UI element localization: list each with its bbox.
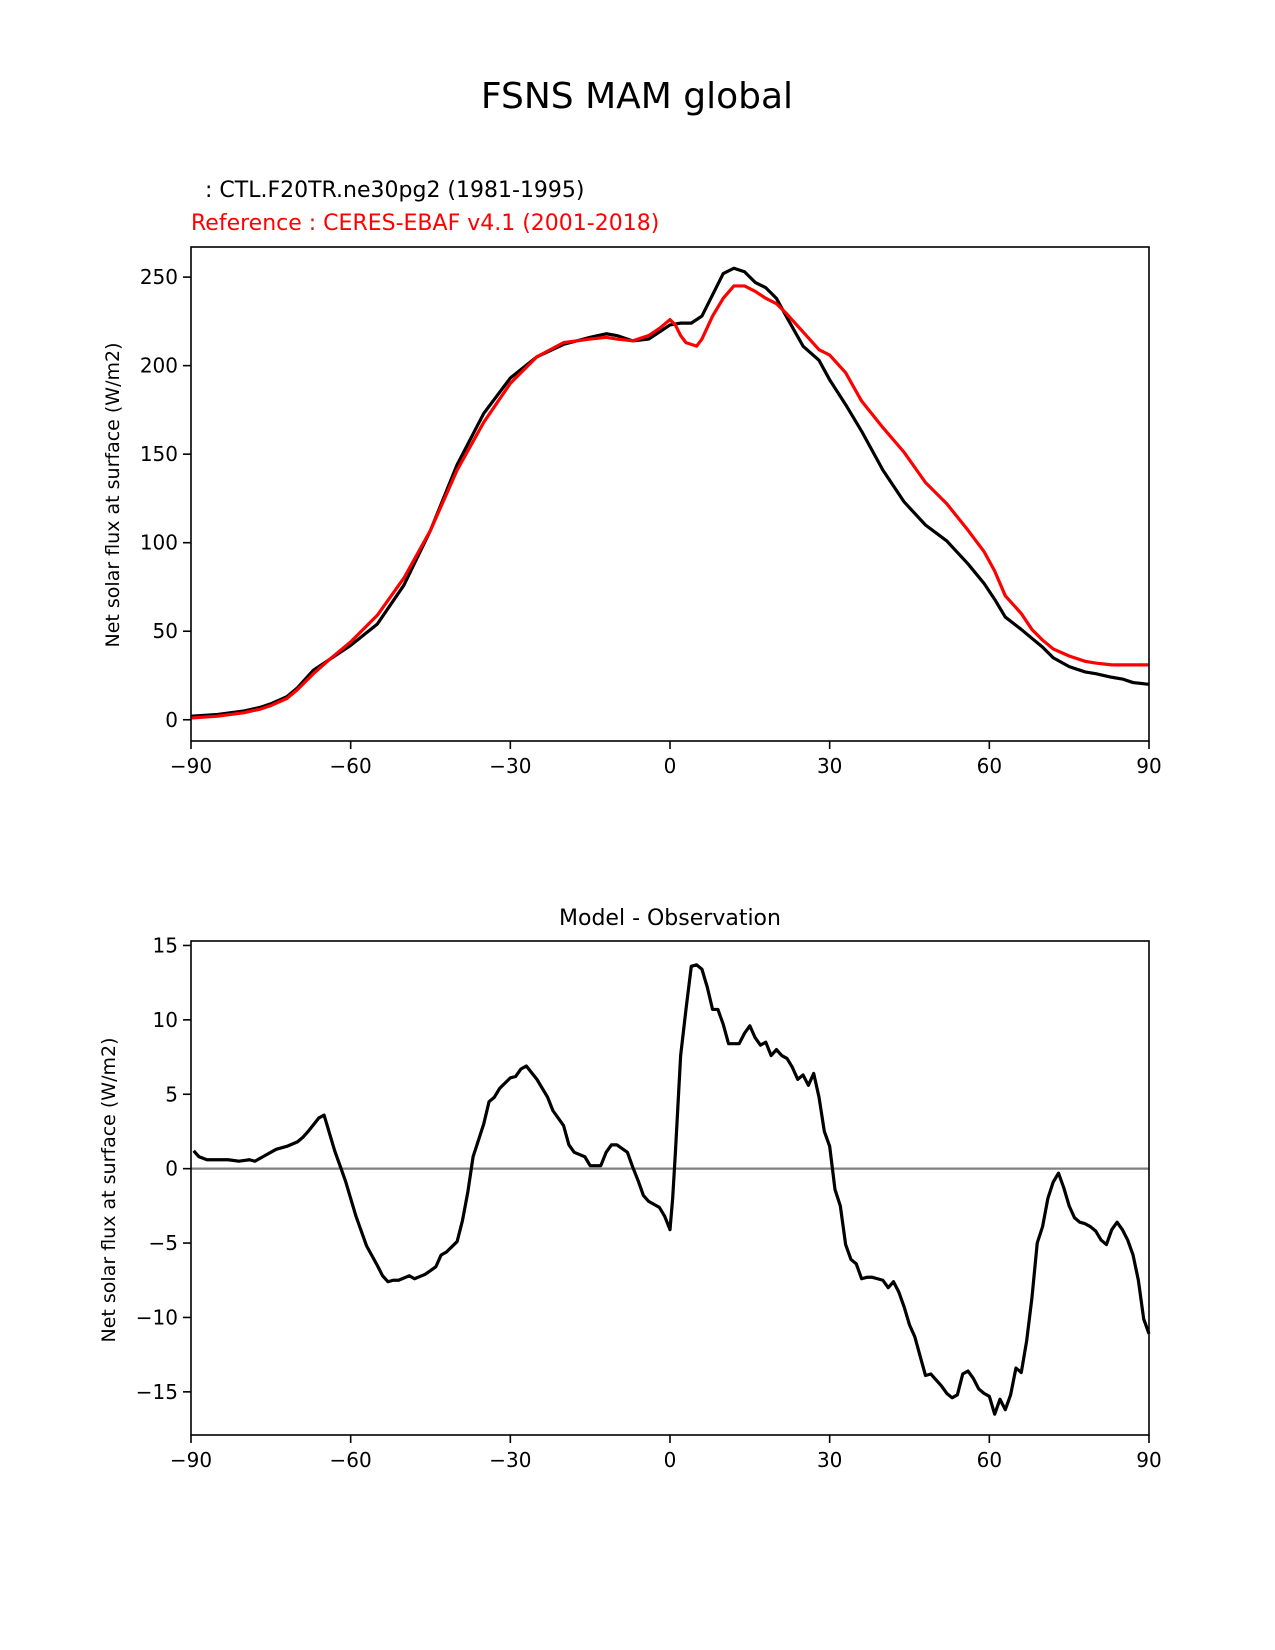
top-plot-frame [190,246,1150,742]
bottom-panel: Model - Observation Net solar flux at su… [98,906,1162,1472]
x-tick-label: 90 [1136,1448,1161,1472]
series-line-1 [190,284,1149,720]
y-tick-label: 250 [140,265,178,289]
y-tick-label: 150 [140,442,178,466]
x-tick-label: 60 [977,754,1002,778]
x-tick-label: 60 [977,1448,1002,1472]
y-tick-label: 5 [165,1082,178,1106]
difference-title: Model - Observation [559,906,781,931]
x-tick-label: −30 [489,754,531,778]
top-y-axis-label: Net solar flux at surface (W/m2) [102,343,124,648]
top-plot-area: −90 −60 −30 0 30 60 90 0 50 100 150 200 250 [140,265,1162,778]
x-tick-label: −90 [170,1448,212,1472]
reference-subtitle: Reference : CERES-EBAF v4.1 (2001-2018) [191,211,659,236]
x-tick-label: 30 [817,1448,842,1472]
top-panel: : CTL.F20TR.ne30pg2 (1981-1995) Referenc… [102,178,1162,778]
y-tick-label: −5 [149,1231,178,1255]
y-tick-label: 0 [165,708,178,732]
x-tick-label: −60 [330,1448,372,1472]
test-case-subtitle: : CTL.F20TR.ne30pg2 (1981-1995) [205,178,585,203]
x-tick-label: −30 [489,1448,531,1472]
series-line-0 [190,266,1150,718]
x-tick-label: 0 [664,1448,677,1472]
y-tick-label: 200 [140,354,178,378]
x-tick-label: −60 [330,754,372,778]
bottom-plot-frame [190,940,1150,1436]
y-tick-label: 0 [165,1157,178,1181]
x-tick-label: −90 [170,754,212,778]
y-tick-label: 50 [153,619,178,643]
y-tick-label: −10 [136,1305,178,1329]
x-tick-label: 30 [817,754,842,778]
series-line-0 [192,963,1151,1416]
bottom-y-axis-label: Net solar flux at surface (W/m2) [98,1038,120,1343]
figure-title: FSNS MAM global [481,76,793,117]
x-tick-label: 90 [1136,754,1161,778]
x-tick-label: 0 [664,754,677,778]
y-tick-label: 15 [153,933,178,957]
y-tick-label: −15 [136,1380,178,1404]
bottom-plot-area: −90 −60 −30 0 30 60 90 15 10 5 0 −5 −10 −15 [136,933,1162,1472]
y-tick-label: 10 [153,1008,178,1032]
y-tick-label: 100 [140,531,178,555]
